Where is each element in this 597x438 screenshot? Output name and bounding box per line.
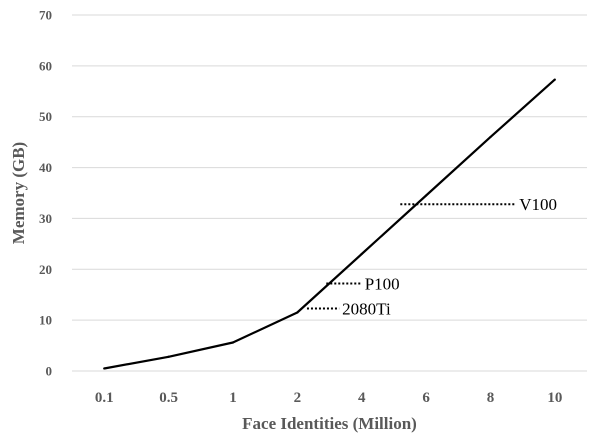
y-tick-label-10: 10 bbox=[39, 313, 52, 328]
data-point-0.1 bbox=[103, 367, 106, 370]
ref-label-V100: V100 bbox=[519, 195, 557, 214]
x-tick-label-1: 1 bbox=[229, 390, 237, 406]
y-tick-label-70: 70 bbox=[39, 8, 52, 23]
series-group bbox=[103, 78, 556, 370]
x-tick-label-10: 10 bbox=[547, 390, 562, 406]
y-tick-label-30: 30 bbox=[39, 211, 52, 226]
y-tick-label-50: 50 bbox=[39, 109, 52, 124]
y-tick-label-60: 60 bbox=[39, 58, 52, 73]
grid-lines bbox=[72, 14, 587, 372]
x-axis-title: Face Identities (Million) bbox=[242, 414, 417, 433]
data-point-8 bbox=[489, 135, 492, 139]
x-tick-label-4: 4 bbox=[358, 390, 366, 406]
data-point-2 bbox=[296, 311, 299, 314]
x-axis-ticks: 0.1 0.5 1 2 4 6 8 10 bbox=[95, 390, 563, 406]
x-tick-label-0.1: 0.1 bbox=[95, 390, 114, 406]
data-point-6 bbox=[424, 194, 428, 197]
x-tick-label-6: 6 bbox=[422, 390, 430, 406]
data-point-4 bbox=[360, 252, 363, 256]
reference-lines: V100 P100 2080Ti bbox=[306, 195, 557, 318]
y-tick-label-40: 40 bbox=[39, 160, 52, 175]
y-axis-ticks: 0 10 20 30 40 50 60 70 bbox=[39, 8, 52, 379]
y-tick-label-20: 20 bbox=[39, 262, 52, 277]
x-tick-label-0.5: 0.5 bbox=[159, 390, 178, 406]
series-line-0 bbox=[104, 78, 556, 370]
data-point-10 bbox=[553, 78, 556, 81]
y-tick-label-0: 0 bbox=[46, 364, 53, 379]
data-point-1 bbox=[231, 341, 235, 344]
ref-label-P100: P100 bbox=[365, 275, 400, 294]
x-tick-label-8: 8 bbox=[487, 390, 495, 406]
data-point-0.5 bbox=[167, 355, 170, 358]
x-tick-label-2: 2 bbox=[294, 390, 302, 406]
y-axis-title: Memory (GB) bbox=[9, 142, 28, 244]
ref-label-2080Ti: 2080Ti bbox=[342, 299, 391, 318]
